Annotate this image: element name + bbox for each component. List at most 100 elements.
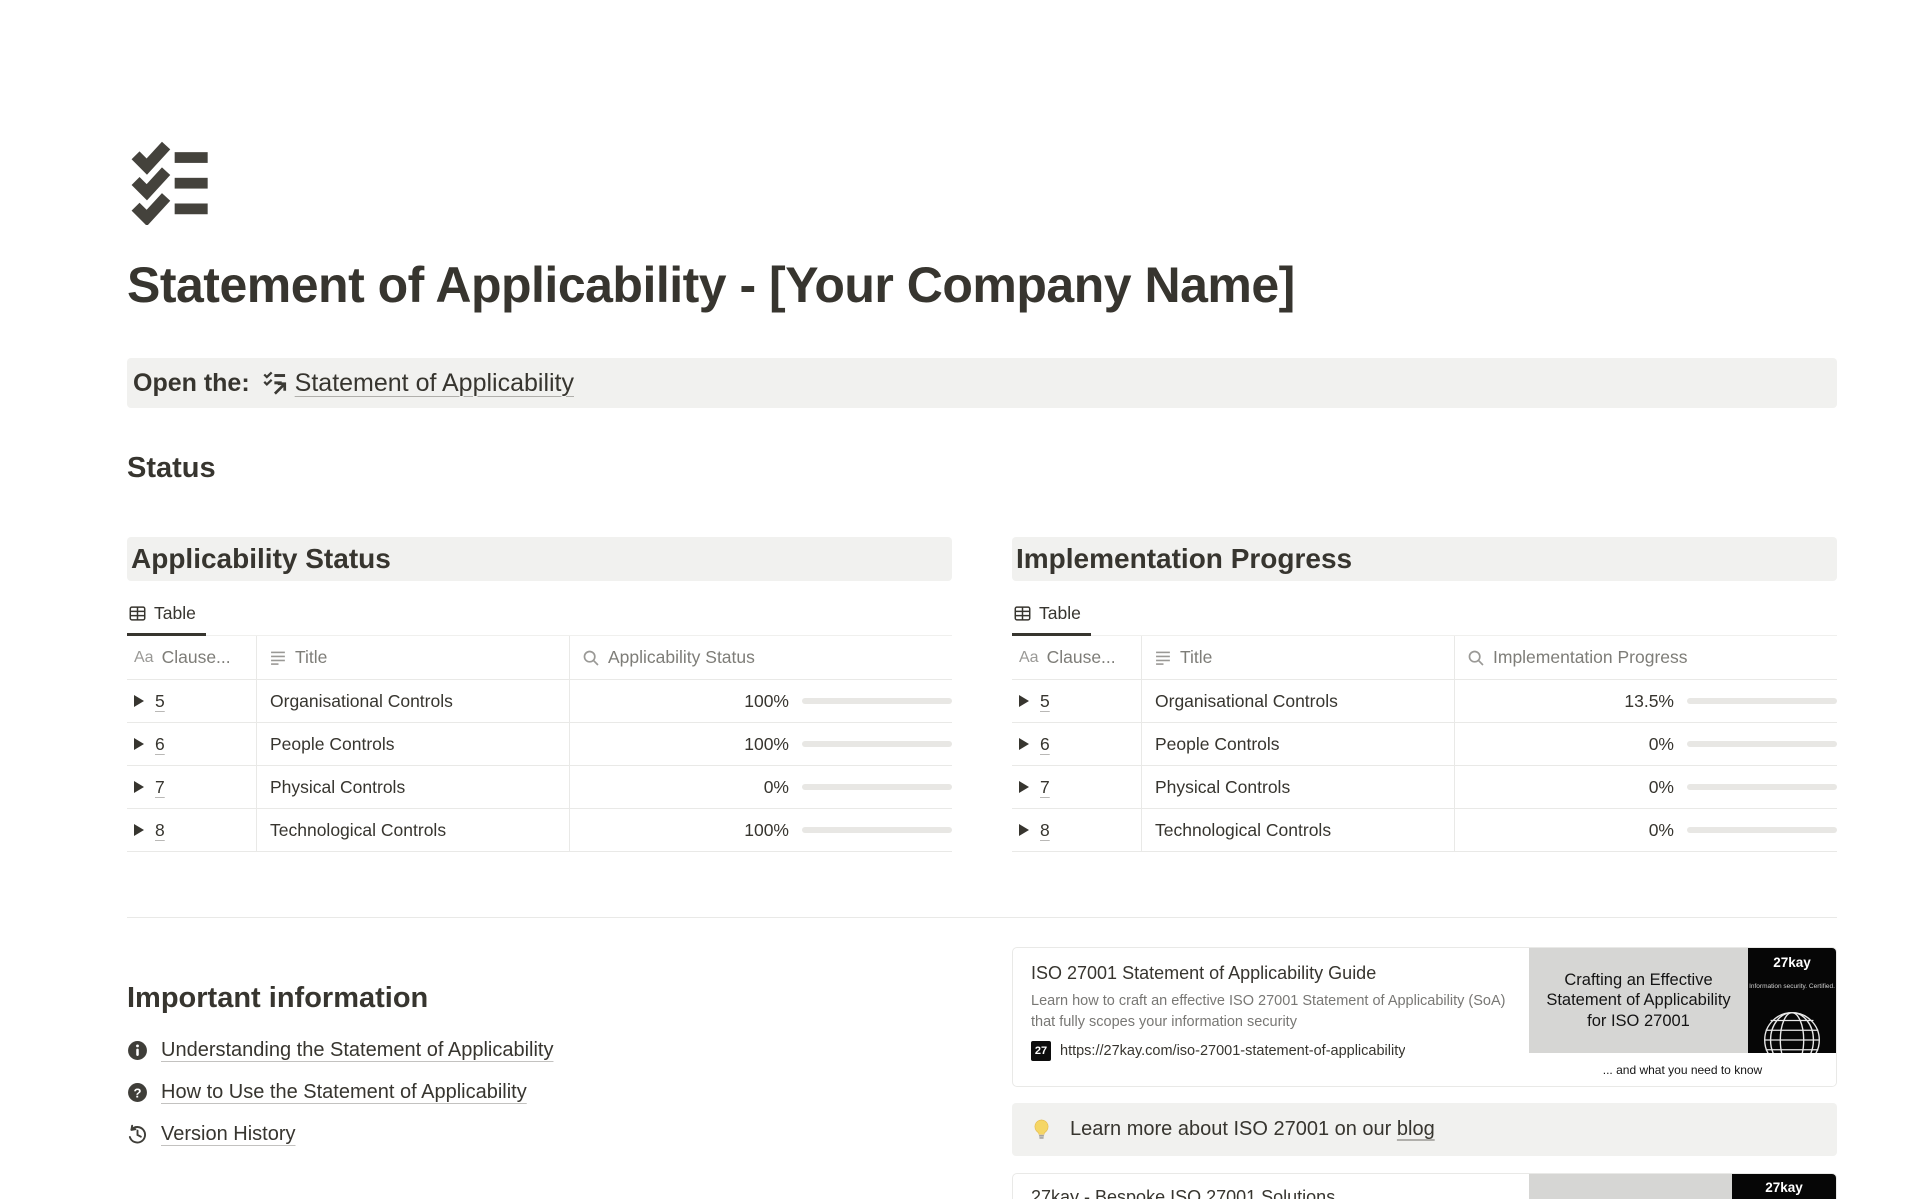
- clause-link[interactable]: 6: [1040, 733, 1050, 754]
- percent-value: 0%: [763, 776, 789, 797]
- clause-link[interactable]: 5: [1040, 690, 1050, 711]
- link-how-to-use-soa[interactable]: ? How to Use the Statement of Applicabil…: [127, 1081, 952, 1104]
- row-title: People Controls: [1155, 733, 1280, 754]
- site-favicon: 27: [1031, 1041, 1051, 1062]
- blog-callout-text: Learn more about ISO 27001 on our blog: [1070, 1118, 1435, 1141]
- progress-bar: [1687, 827, 1837, 833]
- column-header-label: Implementation Progress: [1493, 647, 1688, 667]
- tab-table-view[interactable]: Table: [127, 597, 206, 636]
- thumbnail-headline: ISO 27001: [1529, 1174, 1732, 1199]
- progress-bar: [802, 698, 952, 704]
- bookmark-description: Learn how to craft an effective ISO 2700…: [1031, 993, 1506, 1030]
- search-icon: [1468, 650, 1484, 666]
- row-title: Technological Controls: [1155, 819, 1332, 840]
- statement-of-applicability-page-link[interactable]: Statement of Applicability: [262, 369, 574, 398]
- view-tabbar: Table: [1012, 597, 1837, 636]
- row-toggle[interactable]: [1019, 695, 1032, 708]
- history-icon: [128, 1124, 146, 1144]
- bookmark-thumbnail: ISO 27001 27kay: [1529, 1174, 1836, 1199]
- row-toggle[interactable]: [1019, 824, 1032, 837]
- table-grid-icon: [129, 606, 146, 621]
- bookmark-thumbnail: Crafting an Effective Statement of Appli…: [1529, 948, 1836, 1086]
- tab-table-view[interactable]: Table: [1012, 597, 1091, 636]
- svg-text:?: ?: [133, 1085, 141, 1100]
- applicability-status-heading[interactable]: Applicability Status: [127, 537, 952, 581]
- table-grid-icon: [1014, 606, 1031, 621]
- text-Aa-icon: Aa: [1019, 648, 1039, 666]
- applicability-status-column: Applicability Status Table Aa: [127, 537, 952, 852]
- clause-link[interactable]: 8: [155, 819, 165, 840]
- db-heading-label: Implementation Progress: [1016, 543, 1353, 574]
- row-title: Physical Controls: [1155, 776, 1291, 797]
- percent-value: 13.5%: [1624, 690, 1674, 711]
- column-header-label: Title: [1180, 647, 1213, 667]
- thumbnail-brand-panel: 27kay: [1732, 1174, 1836, 1199]
- row-toggle[interactable]: [134, 738, 147, 751]
- progress-bar: [802, 827, 952, 833]
- bottom-section: Important information Understanding the …: [127, 947, 1837, 1199]
- page-title: Statement of Applicability - [Your Compa…: [127, 257, 1295, 313]
- column-header-value[interactable]: Applicability Status: [570, 636, 952, 679]
- clause-link[interactable]: 7: [155, 776, 165, 797]
- column-header-label: Applicability Status: [608, 647, 755, 667]
- column-header-clause[interactable]: Aa Clause...: [127, 636, 257, 679]
- checklist-icon[interactable]: [127, 137, 215, 227]
- column-header-label: Clause...: [161, 647, 231, 667]
- row-toggle[interactable]: [134, 824, 147, 837]
- link-understanding-soa[interactable]: Understanding the Statement of Applicabi…: [127, 1039, 952, 1062]
- triangle-right-icon: [134, 824, 144, 836]
- table-row: 7 Physical Controls 0%: [127, 766, 952, 809]
- bookmark-info: 27kay - Bespoke ISO 27001 Solutions: [1013, 1174, 1529, 1199]
- table-row: 7 Physical Controls 0%: [1012, 766, 1837, 809]
- bookmark-title: ISO 27001 Statement of Applicability Gui…: [1031, 963, 1377, 983]
- important-information-heading: Important information: [127, 982, 429, 1014]
- row-toggle[interactable]: [1019, 781, 1032, 794]
- row-title: Organisational Controls: [1155, 690, 1338, 711]
- status-columns: Applicability Status Table Aa: [127, 537, 1837, 852]
- blog-link[interactable]: blog: [1396, 1118, 1435, 1140]
- info-icon: [128, 1041, 147, 1060]
- column-header-value[interactable]: Implementation Progress: [1455, 636, 1837, 679]
- link-label: Understanding the Statement of Applicabi…: [161, 1039, 554, 1061]
- table-row: 8 Technological Controls 100%: [127, 809, 952, 852]
- blog-callout: Learn more about ISO 27001 on our blog: [1012, 1103, 1837, 1156]
- implementation-progress-column: Implementation Progress Table Aa: [1012, 537, 1837, 852]
- bookmark-27kay-solutions[interactable]: 27kay - Bespoke ISO 27001 Solutions ISO …: [1012, 1173, 1837, 1199]
- column-header-title[interactable]: Title: [257, 636, 570, 679]
- brand-tagline: Information security. Certified.: [1749, 983, 1835, 990]
- table-row: 5 Organisational Controls 13.5%: [1012, 680, 1837, 723]
- row-toggle[interactable]: [134, 781, 147, 794]
- column-header-title[interactable]: Title: [1142, 636, 1455, 679]
- progress-bar: [1687, 741, 1837, 747]
- clause-link[interactable]: 7: [1040, 776, 1050, 797]
- triangle-right-icon: [134, 781, 144, 793]
- triangle-right-icon: [1019, 695, 1029, 707]
- thumbnail-headline: Crafting an Effective Statement of Appli…: [1529, 948, 1748, 1053]
- triangle-right-icon: [134, 695, 144, 707]
- clause-link[interactable]: 6: [155, 733, 165, 754]
- table-row: 8 Technological Controls 0%: [1012, 809, 1837, 852]
- triangle-right-icon: [1019, 781, 1029, 793]
- link-version-history[interactable]: Version History: [127, 1123, 952, 1146]
- row-toggle[interactable]: [1019, 738, 1032, 751]
- percent-value: 100%: [744, 819, 789, 840]
- percent-value: 100%: [744, 733, 789, 754]
- globe-icon: [1764, 1012, 1820, 1053]
- table-header-row: Aa Clause... Title Impl: [1012, 636, 1837, 680]
- row-title: Technological Controls: [270, 819, 447, 840]
- blog-callout-prefix: Learn more about ISO 27001 on our: [1070, 1118, 1392, 1140]
- row-toggle[interactable]: [134, 695, 147, 708]
- bookmark-soa-guide[interactable]: ISO 27001 Statement of Applicability Gui…: [1012, 947, 1837, 1087]
- view-tabbar: Table: [127, 597, 952, 636]
- tab-label: Table: [1039, 603, 1081, 623]
- clause-link[interactable]: 5: [155, 690, 165, 711]
- resources-column: ISO 27001 Statement of Applicability Gui…: [1012, 947, 1837, 1199]
- progress-bar: [802, 784, 952, 790]
- column-header-clause[interactable]: Aa Clause...: [1012, 636, 1142, 679]
- implementation-progress-heading[interactable]: Implementation Progress: [1012, 537, 1837, 581]
- tab-label: Table: [154, 603, 196, 623]
- clause-link[interactable]: 8: [1040, 819, 1050, 840]
- bookmark-info: ISO 27001 Statement of Applicability Gui…: [1013, 948, 1529, 1086]
- percent-value: 100%: [744, 690, 789, 711]
